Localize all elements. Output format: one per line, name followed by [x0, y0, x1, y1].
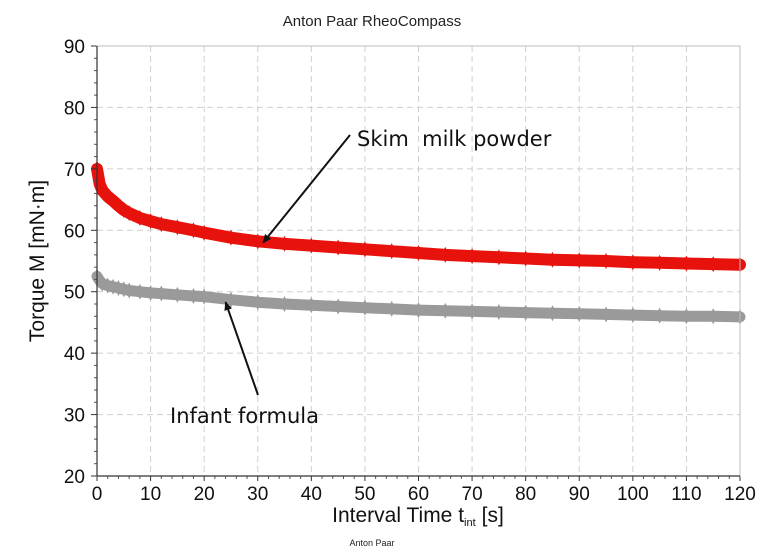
- y-tick-label: 50: [64, 283, 85, 304]
- data-point: [103, 277, 112, 294]
- data-point: [360, 241, 369, 258]
- data-point: [628, 254, 637, 271]
- y-tick-label: 60: [64, 221, 85, 242]
- data-point: [135, 283, 144, 300]
- data-point: [709, 308, 718, 325]
- data-point: [468, 248, 477, 265]
- x-tick-label: 60: [408, 484, 429, 505]
- data-point: [98, 182, 107, 199]
- series-skim-milk-powder: [91, 160, 746, 273]
- x-axis-label-unit: [s]: [482, 504, 504, 527]
- y-tick-label: 30: [64, 406, 85, 427]
- data-point: [628, 307, 637, 324]
- data-point: [494, 249, 503, 266]
- data-point: [468, 303, 477, 320]
- data-point: [307, 237, 316, 254]
- x-tick-label: 0: [92, 484, 103, 505]
- data-point: [521, 250, 530, 267]
- series-layer: [91, 160, 746, 325]
- data-point: [682, 308, 691, 325]
- data-point: [125, 205, 134, 222]
- x-tick-label: 40: [301, 484, 322, 505]
- data-point: [414, 302, 423, 319]
- x-tick-label: 100: [617, 484, 649, 505]
- x-tick-label: 10: [140, 484, 161, 505]
- axes: 0 10 20 30 40 50 60 70 80 90 100 110 120 20 30 40 50 60 70…: [64, 37, 756, 505]
- data-point: [521, 304, 530, 321]
- x-tick-label: 110: [671, 484, 701, 505]
- x-tick-label: 80: [515, 484, 536, 505]
- data-point: [200, 224, 209, 241]
- data-point: [173, 286, 182, 303]
- data-point: [494, 303, 503, 320]
- y-tick-label: 90: [64, 37, 85, 58]
- data-point: [146, 213, 155, 230]
- x-tick-label: 30: [247, 484, 268, 505]
- data-point: [253, 233, 262, 250]
- x-tick-label: 70: [462, 484, 483, 505]
- data-point: [575, 305, 584, 322]
- data-point: [441, 246, 450, 263]
- x-tick-label: 20: [194, 484, 215, 505]
- data-point: [135, 210, 144, 226]
- data-point: [173, 219, 182, 236]
- data-point: [387, 243, 396, 260]
- data-point: [114, 280, 123, 297]
- x-axis-label: Interval Time tint [s]: [332, 504, 504, 529]
- data-point: [253, 294, 262, 311]
- data-point: [119, 281, 128, 298]
- data-point: [189, 288, 198, 305]
- data-point: [441, 302, 450, 319]
- data-point: [334, 298, 343, 315]
- y-tick-label: 40: [64, 344, 85, 365]
- chart-footer: Anton Paar: [349, 538, 394, 548]
- annotation-arrow-infant-formula: [224, 301, 259, 396]
- annotation-infant-formula: Infant formula: [170, 404, 319, 428]
- data-point: [548, 251, 557, 268]
- series-infant-formula: [91, 268, 746, 325]
- data-point: [682, 255, 691, 272]
- x-tick-label: 120: [724, 484, 756, 505]
- x-axis-label-subscript: int: [464, 517, 476, 529]
- data-point: [655, 307, 664, 324]
- data-point: [602, 306, 611, 323]
- y-tick-label: 70: [64, 160, 85, 181]
- data-point: [387, 300, 396, 317]
- data-point: [307, 297, 316, 314]
- x-axis-label-main: Interval Time t: [332, 504, 464, 527]
- annotation-arrow-skim-milk: [262, 134, 351, 244]
- annotations: Skim milk powder Infant formula: [170, 127, 552, 428]
- y-axis-label: Torque M [mN·m]: [26, 180, 49, 342]
- data-point: [548, 305, 557, 322]
- data-point: [414, 245, 423, 262]
- data-point: [334, 239, 343, 256]
- data-point: [109, 278, 118, 295]
- data-point: [98, 275, 107, 292]
- data-point: [157, 216, 166, 233]
- data-point: [280, 235, 289, 252]
- data-point: [157, 285, 166, 302]
- chart-title: Anton Paar RheoCompass: [283, 13, 461, 30]
- data-point: [575, 252, 584, 269]
- data-point: [360, 299, 369, 316]
- data-point: [709, 256, 718, 273]
- data-point: [189, 222, 198, 239]
- data-point: [655, 254, 664, 271]
- data-point: [280, 296, 289, 312]
- y-tick-label: 80: [64, 98, 85, 119]
- annotation-skim-milk-powder: Skim milk powder: [357, 127, 552, 151]
- data-point: [200, 288, 209, 305]
- data-point: [125, 282, 134, 299]
- x-tick-label: 90: [569, 484, 590, 505]
- x-tick-label: 50: [354, 484, 375, 505]
- data-point: [226, 229, 235, 246]
- data-point: [602, 253, 611, 269]
- y-tick-label: 20: [64, 467, 85, 488]
- data-point: [146, 284, 155, 301]
